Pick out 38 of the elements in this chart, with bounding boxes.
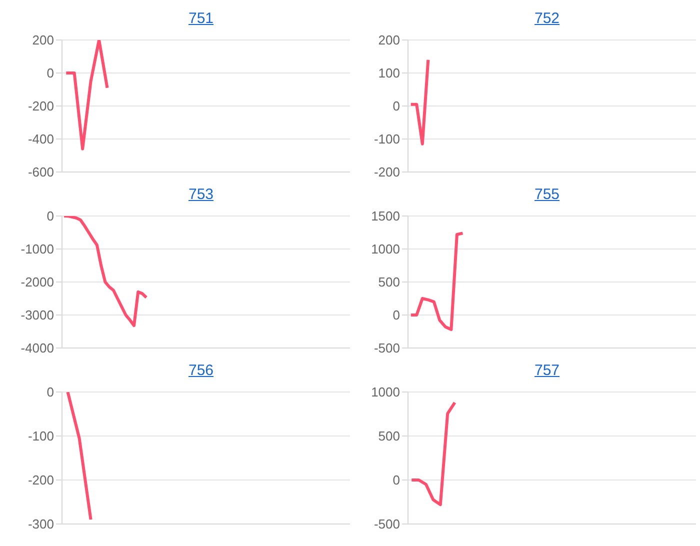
chart-title: 752 (533, 9, 561, 29)
y-tick-label: -100 (28, 428, 54, 444)
y-tick-label: -500 (374, 516, 400, 532)
y-tick-label: 0 (46, 66, 54, 81)
y-tick-label: 0 (392, 472, 400, 488)
y-tick-label: 500 (378, 274, 400, 290)
line-series (64, 40, 109, 150)
chart-title: 753 (187, 185, 215, 205)
y-tick-label: -600 (28, 164, 54, 180)
line-series (409, 232, 464, 332)
y-tick-label: 200 (378, 32, 400, 48)
y-tick-label: 200 (32, 32, 54, 48)
y-tick-label: -2000 (20, 274, 54, 290)
y-tick-label: -400 (28, 132, 54, 147)
y-tick-label: -500 (374, 340, 400, 356)
y-tick-label: -200 (28, 472, 54, 488)
chart-title: 755 (533, 185, 561, 205)
y-tick-label: -100 (374, 132, 400, 147)
y-tick-label: -3000 (20, 308, 54, 323)
y-tick-label: 500 (378, 428, 400, 444)
y-tick-label: -4000 (20, 340, 54, 356)
chart-title: 751 (187, 9, 215, 29)
chart-title: 757 (533, 361, 561, 381)
y-tick-label: 0 (392, 308, 400, 323)
y-tick-label: 0 (46, 208, 54, 224)
y-tick-label: -300 (28, 516, 54, 532)
y-tick-label: 0 (392, 98, 400, 114)
y-tick-label: 100 (378, 66, 400, 81)
line-series (62, 216, 148, 328)
y-tick-label: 0 (46, 384, 54, 400)
chart-title: 756 (187, 361, 215, 381)
y-tick-label: -200 (28, 98, 54, 114)
y-tick-label: -200 (374, 164, 400, 180)
y-tick-label: 1000 (371, 384, 400, 400)
y-tick-label: 1500 (371, 208, 400, 224)
y-tick-label: 1000 (371, 242, 400, 257)
y-tick-label: -1000 (20, 242, 54, 257)
line-series (410, 401, 456, 506)
